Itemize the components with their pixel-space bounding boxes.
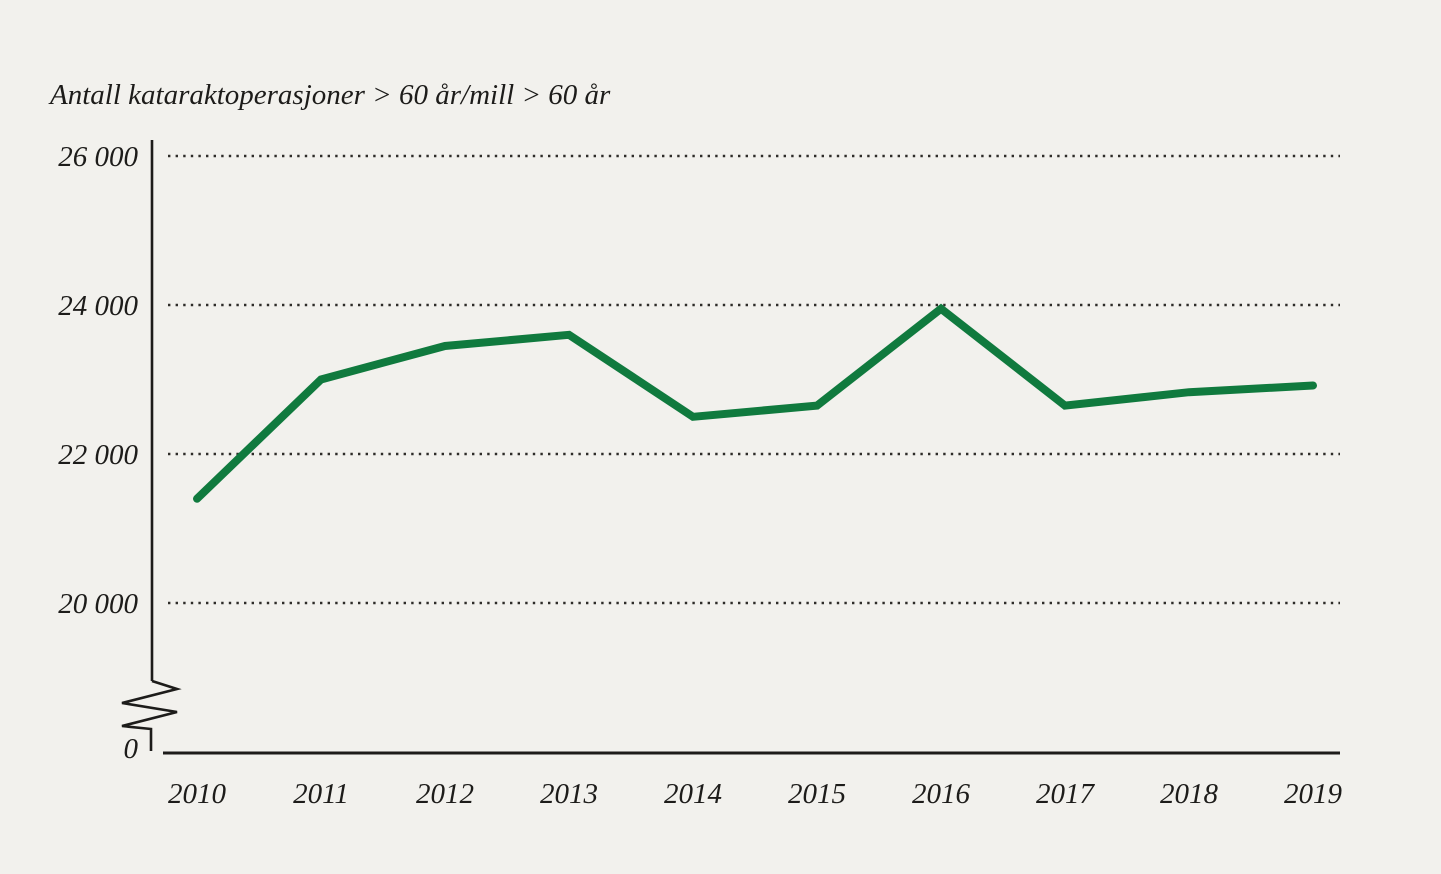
y-tick-label: 24 000 [58, 290, 138, 322]
data-line-series [193, 303, 1317, 503]
x-tick-label: 2014 [664, 778, 722, 810]
y-tick-label: 22 000 [58, 439, 138, 471]
x-tick-label: 2015 [788, 778, 846, 810]
x-tick-label: 2012 [416, 778, 474, 810]
x-tick-label: 2013 [540, 778, 598, 810]
x-tick-label: 2016 [912, 778, 971, 810]
x-tick-label: 2019 [1284, 778, 1343, 810]
x-tick-label: 2018 [1160, 778, 1219, 810]
x-tick-label: 2010 [168, 778, 227, 810]
chart-title: Antall kataraktoperasjoner > 60 år/mill … [50, 79, 611, 111]
y-axis-break-icon [121, 679, 182, 751]
y-tick-label: 0 [124, 733, 139, 765]
x-tick-label: 2017 [1036, 778, 1096, 810]
y-tick-label: 20 000 [58, 588, 138, 620]
y-tick-label: 26 000 [58, 141, 138, 173]
x-tick-label: 2011 [293, 778, 349, 810]
